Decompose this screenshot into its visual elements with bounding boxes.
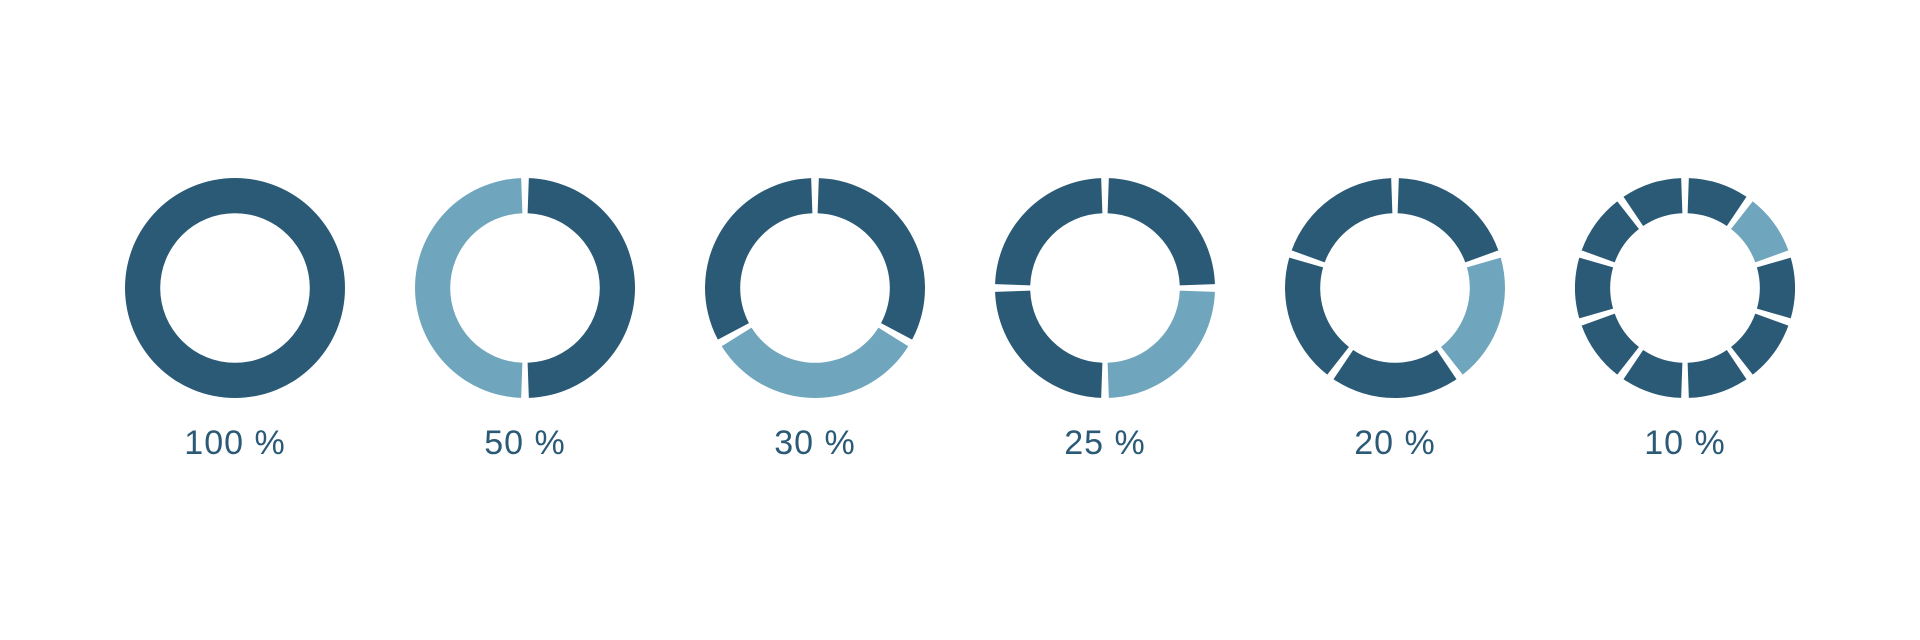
donut-item-30: 30 % xyxy=(705,178,925,463)
donut-label-25: 25 % xyxy=(1064,424,1146,463)
donut-chart-30 xyxy=(705,178,925,398)
donut-item-10: 10 % xyxy=(1575,178,1795,463)
donut-label-50: 50 % xyxy=(484,424,566,463)
donut-item-20: 20 % xyxy=(1285,178,1505,463)
donut-label-10: 10 % xyxy=(1644,424,1726,463)
donut-label-20: 20 % xyxy=(1354,424,1436,463)
donut-item-100: 100 % xyxy=(125,178,345,463)
donut-item-50: 50 % xyxy=(415,178,635,463)
donut-chart-20 xyxy=(1285,178,1505,398)
donut-chart-100 xyxy=(125,178,345,398)
donut-chart-row: 100 % 50 % 30 % 25 % 20 % 10 % xyxy=(0,0,1920,640)
donut-label-30: 30 % xyxy=(774,424,856,463)
donut-label-100: 100 % xyxy=(184,424,285,463)
donut-item-25: 25 % xyxy=(995,178,1215,463)
donut-chart-25 xyxy=(995,178,1215,398)
donut-chart-50 xyxy=(415,178,635,398)
donut-chart-10 xyxy=(1575,178,1795,398)
